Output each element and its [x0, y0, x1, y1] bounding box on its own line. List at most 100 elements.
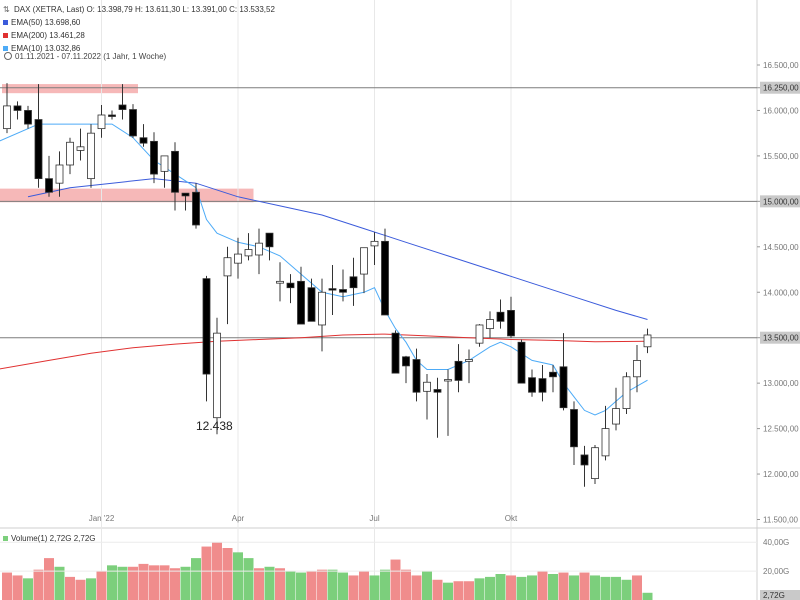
volume-bar-52 [548, 574, 558, 600]
volume-bar-47 [495, 574, 506, 600]
candle-body-5 [55, 164, 64, 184]
candle-body-22 [234, 253, 242, 264]
volume-legend: Volume(1) 2,72G 2,72G [3, 534, 96, 543]
volume-bar-56 [590, 575, 600, 600]
candle-body-32 [339, 289, 347, 293]
resistance-zone-1 [0, 188, 254, 203]
volume-bar-61 [642, 592, 653, 600]
candle-body-8 [87, 132, 95, 180]
clock-icon [4, 52, 12, 60]
volume-bar-32 [338, 572, 348, 600]
candle-body-49 [517, 341, 526, 384]
period-label: 01.11.2021 - 07.11.2022 (1 Jahr, 1 Woche… [4, 52, 166, 61]
candle-body-21 [223, 257, 232, 277]
legend-ema200: EMA(200) 13.461,28 [3, 29, 275, 42]
candle-body-25 [265, 232, 274, 248]
candle-body-0 [3, 105, 11, 130]
volume-bar-48 [506, 575, 516, 600]
volume-bar-6 [65, 576, 75, 600]
candle-body-26 [276, 280, 284, 284]
volume-bar-59 [621, 579, 632, 600]
candle-body-37 [391, 332, 400, 374]
x-tick-label-2: Jul [369, 514, 379, 523]
legend-ema10: EMA(10) 13.032,86 [3, 42, 275, 55]
volume-tick-label-0: 40,00G [763, 538, 789, 547]
ema10-line [0, 123, 648, 416]
volume-bar-57 [600, 576, 611, 600]
volume-bar-25 [264, 566, 275, 600]
ema200-swatch [3, 33, 8, 38]
volume-bar-29 [306, 571, 317, 600]
title-row: ⇅ DAX (XETRA, Last) O: 13.398,79 H: 13.6… [3, 3, 275, 16]
candle-body-20 [213, 332, 221, 419]
candle-body-23 [244, 249, 253, 257]
low-annotation: 12.438 [196, 419, 233, 433]
candle-body-13 [139, 137, 148, 144]
candle-body-48 [507, 310, 515, 337]
volume-bar-14 [149, 565, 159, 600]
candle-body-14 [150, 140, 158, 175]
candle-body-52 [549, 371, 557, 378]
candle-body-17 [181, 192, 190, 197]
volume-bar-53 [558, 572, 569, 600]
candle-body-1 [13, 105, 22, 111]
candle-body-47 [496, 311, 505, 322]
volume-bar-3 [33, 569, 44, 600]
volume-bar-11 [117, 566, 128, 600]
candle-body-61 [643, 334, 652, 348]
candle-body-56 [591, 447, 599, 479]
volume-bar-33 [348, 575, 359, 600]
volume-bar-21 [222, 548, 233, 600]
candle-body-31 [328, 288, 337, 291]
volume-bar-42 [443, 582, 453, 600]
candle-body-55 [580, 454, 589, 466]
volume-bar-8 [86, 578, 96, 600]
volume-bar-34 [359, 571, 369, 600]
y-tick-label-11: 16.500,00 [763, 61, 799, 70]
candle-body-46 [486, 319, 494, 330]
volume-bar-12 [128, 566, 138, 600]
volume-bar-4 [44, 558, 54, 600]
reference-price-box-1 [760, 195, 800, 208]
price-axis-panel [757, 0, 800, 600]
candle-body-33 [349, 276, 358, 289]
y-tick-label-2: 12.500,00 [763, 425, 799, 434]
volume-bar-46 [485, 576, 495, 600]
reference-price-label-2: 13.500,00 [763, 334, 799, 343]
volume-bar-22 [233, 552, 243, 600]
volume-bar-45 [474, 578, 485, 600]
candle-body-7 [76, 146, 85, 151]
volume-last-label: 2,72G [763, 591, 785, 600]
candle-body-42 [444, 379, 452, 382]
legend-ema50-label: EMA(50) 13.698,60 [11, 18, 81, 27]
volume-bar-58 [611, 576, 621, 600]
volume-bar-31 [327, 569, 338, 600]
volume-bar-9 [96, 571, 107, 600]
candle-body-10 [108, 114, 116, 117]
volume-bar-51 [537, 571, 548, 600]
volume-bar-18 [191, 558, 201, 600]
volume-legend-text: Volume(1) 2,72G 2,72G [11, 534, 96, 543]
volume-tick-label-1: 20,00G [763, 567, 789, 576]
volume-bar-41 [432, 579, 443, 600]
volume-swatch [3, 536, 8, 541]
reference-price-box-0 [760, 81, 800, 94]
candle-body-44 [465, 359, 473, 362]
y-tick-label-8: 15.500,00 [763, 152, 799, 161]
volume-bar-49 [516, 576, 527, 600]
candle-body-53 [559, 366, 568, 409]
volume-bar-24 [254, 568, 264, 600]
volume-bar-36 [380, 569, 390, 600]
candle-body-36 [381, 240, 389, 316]
candle-body-19 [202, 278, 211, 375]
legend-ema10-label: EMA(10) 13.032,86 [11, 44, 81, 53]
candle-body-50 [528, 377, 536, 393]
volume-bar-0 [2, 572, 12, 600]
candle-body-18 [192, 191, 200, 226]
volume-bar-60 [632, 575, 642, 600]
volume-bar-55 [579, 572, 590, 600]
volume-bar-37 [390, 559, 401, 600]
y-tick-label-9: 16.000,00 [763, 106, 799, 115]
candle-body-3 [34, 119, 43, 180]
